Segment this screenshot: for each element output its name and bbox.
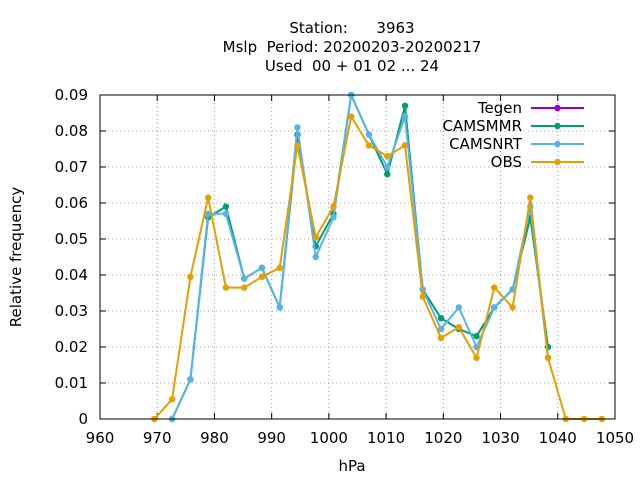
x-tick-label: 990 [257,429,286,447]
data-point-camsnrt [437,325,445,333]
data-point-camsmmr [222,203,230,210]
y-tick-label: 0.07 [55,158,88,176]
data-point-camsnrt [222,210,230,217]
data-point-camsnrt [455,304,462,311]
x-axis-label: hPa [338,457,365,475]
x-tick-label: 1040 [539,429,577,447]
axis-ticks: 960 970 980 990 1000 1010 1020 1030 1040 1050 0 0.0… [55,86,635,447]
data-point-obs [330,203,337,210]
data-point-camsnrt [312,253,319,261]
data-point-obs [365,142,373,149]
data-point-obs [348,113,355,120]
data-point-obs [222,284,230,291]
data-point-camsnrt [509,286,516,293]
data-point-obs [384,153,391,160]
data-point-camsnrt [276,304,283,311]
legend-label-tegen: Tegen [477,99,522,117]
data-point-obs [241,284,248,291]
data-point-camsnrt [187,376,194,383]
data-point-camsmmr [401,102,409,110]
y-tick-label: 0.05 [55,230,88,248]
title-line-2: Mslp Period: 20200203-20200217 [223,38,482,56]
data-point-obs [204,194,212,201]
legend-label-camsmmr: CAMSMMR [442,117,522,135]
x-tick-label: 960 [86,429,115,447]
x-tick-label: 1010 [367,429,405,447]
legend-marker-obs [554,158,561,166]
y-tick-label: 0.02 [55,338,88,356]
chart-title: Station: 3963 Mslp Period: 20200203-2020… [223,19,482,75]
data-point-obs [312,234,319,241]
data-point-camsnrt [401,113,409,120]
y-tick-label: 0 [78,410,88,428]
legend-marker-camsmmr [554,122,561,130]
data-point-obs [544,354,552,361]
data-point-obs [509,304,516,311]
y-axis-label: Relative frequency [7,187,25,328]
legend-label-camsnrt: CAMSNRT [449,135,523,153]
data-point-obs [276,264,283,271]
data-point-camsmmr [384,171,391,178]
y-tick-label: 0.09 [55,86,88,104]
y-tick-label: 0.08 [55,122,88,140]
legend-label-obs: OBS [491,153,522,171]
data-point-camsnrt [330,214,337,221]
data-point-obs [473,354,480,361]
data-point-obs [258,273,266,280]
data-point-camsnrt [365,131,373,138]
x-tick-label: 970 [143,429,172,447]
title-line-3: Used 00 + 01 02 ... 24 [265,57,439,75]
title-line-1: Station: 3963 [289,19,414,37]
series-layer [151,91,606,423]
data-point-camsnrt [491,304,498,311]
y-tick-label: 0.03 [55,302,88,320]
data-point-obs [491,284,498,291]
x-tick-label: 1000 [310,429,348,447]
plot-frame [99,94,616,420]
data-point-camsmmr [473,333,480,340]
x-tick-label: 1020 [424,429,462,447]
data-point-obs [294,142,301,149]
series-line-camsnrt [171,94,549,420]
data-point-camsnrt [294,124,301,131]
data-point-camsnrt [204,210,212,217]
data-point-obs [437,334,445,342]
data-point-obs [527,194,534,201]
legend-marker-tegen [554,104,561,112]
x-tick-label: 1030 [481,429,519,447]
y-tick-label: 0.01 [55,374,88,392]
y-tick-label: 0.04 [55,266,88,284]
x-tick-label: 980 [200,429,229,447]
legend-marker-camsnrt [554,140,561,148]
data-point-camsnrt [384,163,391,171]
data-point-camsmmr [437,315,445,322]
x-tick-label: 1050 [596,429,634,447]
data-point-obs [401,142,409,149]
data-point-obs [419,293,426,300]
data-point-obs [187,273,194,280]
data-point-obs [168,396,176,403]
data-point-camsnrt [241,275,248,282]
y-tick-label: 0.06 [55,194,88,212]
data-point-camsnrt [258,264,266,271]
data-point-obs [455,324,462,331]
